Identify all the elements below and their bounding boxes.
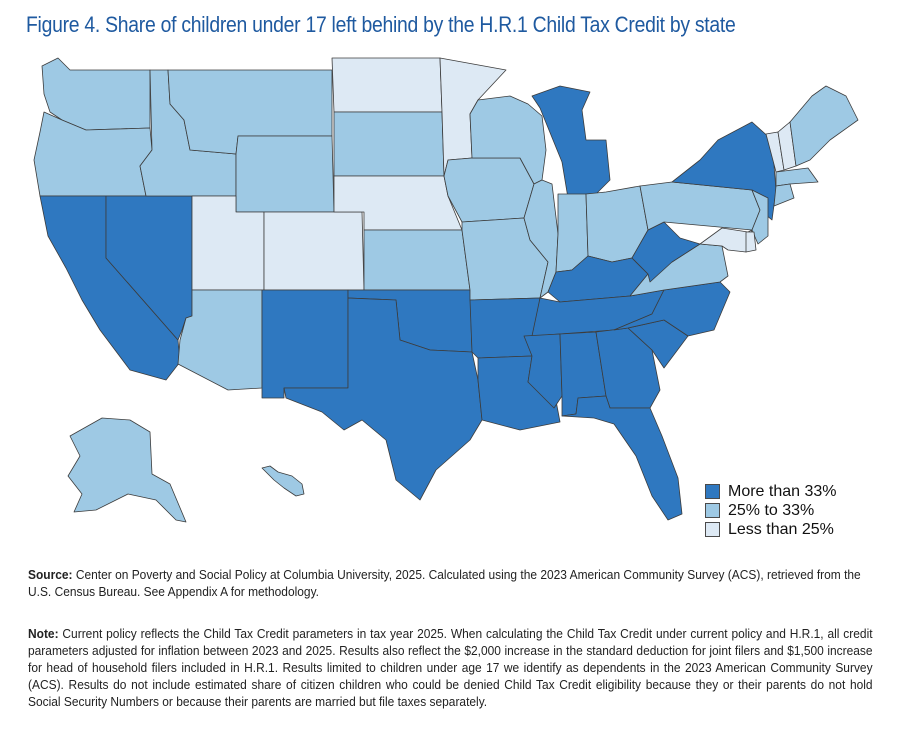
legend-label-high: More than 33% xyxy=(728,482,837,500)
state-tx xyxy=(283,297,483,501)
legend-label-low: Less than 25% xyxy=(728,520,834,538)
figure-title: Figure 4. Share of children under 17 lef… xyxy=(26,12,736,37)
legend-swatch-high xyxy=(705,484,720,499)
legend-swatch-low xyxy=(705,522,720,537)
state-nj xyxy=(751,189,769,245)
state-nm xyxy=(261,289,349,399)
state-hi xyxy=(261,465,305,497)
state-nd xyxy=(331,57,443,113)
legend-item-mid: 25% to 33% xyxy=(705,501,837,520)
source-note: Source: Center on Poverty and Social Pol… xyxy=(28,566,873,600)
legend-label-mid: 25% to 33% xyxy=(728,501,815,519)
state-ak xyxy=(67,417,187,523)
map-legend: More than 33% 25% to 33% Less than 25% xyxy=(705,482,837,539)
note-label: Note: xyxy=(28,626,59,641)
source-label: Source: xyxy=(28,567,73,582)
state-ma xyxy=(775,167,819,187)
state-mi xyxy=(531,85,611,199)
state-de xyxy=(745,231,757,253)
state-nc xyxy=(613,281,731,337)
state-fl xyxy=(561,395,683,521)
us-states-map xyxy=(33,57,859,523)
state-me xyxy=(789,85,859,167)
source-text: Center on Poverty and Social Policy at C… xyxy=(28,567,861,599)
state-ks xyxy=(363,229,471,291)
state-wy xyxy=(235,135,335,213)
legend-swatch-mid xyxy=(705,503,720,518)
state-co xyxy=(263,211,365,291)
methodology-note: Note: Current policy reflects the Child … xyxy=(28,625,873,710)
state-ct xyxy=(773,183,795,207)
note-text: Current policy reflects the Child Tax Cr… xyxy=(28,626,873,709)
state-ia xyxy=(443,157,535,223)
legend-item-low: Less than 25% xyxy=(705,520,837,539)
state-sd xyxy=(333,111,445,177)
legend-item-high: More than 33% xyxy=(705,482,837,501)
